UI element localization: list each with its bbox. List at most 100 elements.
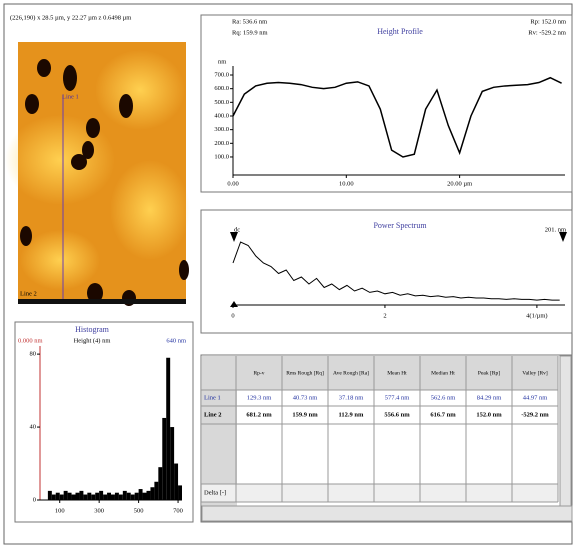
y-tick-label: 400.0 xyxy=(214,112,229,119)
column-header: Peak [Rp] xyxy=(478,370,500,376)
y-tick-label: 600.0 xyxy=(214,85,229,92)
x-tick-label: 500 xyxy=(134,507,144,514)
table-cell: 556.6 nm xyxy=(384,411,410,418)
histogram-bar xyxy=(55,492,60,500)
histogram-bar xyxy=(170,427,175,500)
left-marker: 0.000 nm xyxy=(18,337,43,344)
chart-title: Height Profile xyxy=(377,27,423,36)
histogram-bar xyxy=(178,485,182,500)
histogram-bar xyxy=(83,494,88,500)
table-cell: 37.18 nm xyxy=(339,394,364,401)
table-cell: 616.7 nm xyxy=(430,411,456,418)
table-cell: 129.3 nm xyxy=(247,394,272,401)
x-tick-label: 2 xyxy=(383,312,386,319)
histogram-bar xyxy=(75,492,80,500)
line1-label: Line 1 xyxy=(62,93,79,100)
histogram-bar xyxy=(63,490,68,500)
table-cell: 681.2 nm xyxy=(246,411,272,418)
histogram-bar xyxy=(146,490,151,500)
plots: Height Profile Ra: 536.6 nm Rq: 159.9 nm Rp… xyxy=(18,18,573,522)
column-header: Ave Rough [Ra] xyxy=(333,370,369,376)
histogram-bar xyxy=(111,494,115,500)
table-cell: 159.9 nm xyxy=(292,411,318,418)
table-cell: 112.9 nm xyxy=(339,411,365,418)
stat: Rp: 152.0 nm xyxy=(530,18,566,25)
histogram-bar xyxy=(138,489,143,500)
y-tick-label: 80 xyxy=(30,351,37,358)
histogram-bar xyxy=(134,492,139,500)
stat: Ra: 536.6 nm xyxy=(232,18,267,25)
x-tick-label: 0 xyxy=(231,312,234,319)
y-unit: nm xyxy=(218,58,226,65)
stat: Rq: 159.9 nm xyxy=(232,29,268,36)
histogram-bar xyxy=(166,357,171,500)
y-tick-label: 700.0 xyxy=(214,71,229,78)
table-cell: 44.97 nm xyxy=(523,394,548,401)
histogram-bar xyxy=(59,494,64,500)
histogram-bar xyxy=(91,494,96,500)
y-tick-label: 500.0 xyxy=(214,99,229,106)
power-spectrum-panel xyxy=(200,209,573,334)
spectrum-line xyxy=(232,241,560,301)
x-tick-label: 10.00 xyxy=(339,180,354,187)
x-label: Height (4) nm xyxy=(74,337,111,344)
table-header xyxy=(202,356,558,390)
chart-title: Power Spectrum xyxy=(373,221,427,230)
histogram-bar xyxy=(154,481,159,500)
table-cell: 562.6 nm xyxy=(431,394,456,401)
table-cell: 84.29 nm xyxy=(477,394,502,401)
footer-label: Delta [-] xyxy=(204,489,226,496)
x-tick-label: 300 xyxy=(94,507,104,514)
y-tick-label: 100.0 xyxy=(214,153,229,160)
h-scrollbar xyxy=(201,505,573,522)
table-cell: -529.2 nm xyxy=(521,411,549,418)
height-profile-panel xyxy=(200,14,573,193)
column-header: Median Ht xyxy=(431,370,455,376)
dc-label: dc xyxy=(234,226,240,233)
histogram-bar xyxy=(47,490,52,500)
histogram-bar xyxy=(67,492,72,500)
size-label: 201. nm xyxy=(545,226,566,233)
stat: Rv: -529.2 nm xyxy=(528,29,566,36)
chart-title: Histogram xyxy=(75,325,110,334)
histogram-bar xyxy=(79,490,84,500)
histogram-bar xyxy=(162,417,167,500)
x-tick-label: 20.00 µm xyxy=(447,180,472,187)
row-label: Line 1 xyxy=(204,394,221,401)
footer-row xyxy=(202,484,558,502)
table-cell: 40.73 nm xyxy=(293,394,318,401)
table-cell: 152.0 nm xyxy=(476,411,502,418)
histogram-bar xyxy=(122,490,127,500)
histogram-bar xyxy=(118,494,123,500)
histogram-bar xyxy=(158,467,163,500)
x-tick-label: 0.00 xyxy=(227,180,238,187)
row-label: Line 2 xyxy=(204,411,222,418)
x-tick-label: 4(1/µm) xyxy=(526,312,547,319)
histogram-bar xyxy=(51,494,56,500)
column-header: Mean Ht xyxy=(387,370,407,376)
y-tick-label: 0 xyxy=(33,496,36,503)
afm-image xyxy=(5,42,190,306)
line2-label: Line 2 xyxy=(20,290,37,297)
histogram-bar xyxy=(126,492,131,500)
column-header: Rms Rough [Rq] xyxy=(286,370,324,376)
histogram-bar xyxy=(130,494,135,500)
marker xyxy=(559,232,567,242)
right-marker: 640 nm xyxy=(166,337,186,344)
y-tick-label: 40 xyxy=(30,424,37,431)
table-cell: 577.4 nm xyxy=(385,394,410,401)
histogram-bar xyxy=(95,492,100,500)
histogram-bar xyxy=(99,490,104,500)
x-tick-label: 700 xyxy=(173,507,183,514)
y-tick-label: 200.0 xyxy=(214,140,229,147)
profile-line xyxy=(232,76,562,158)
histogram-bar xyxy=(87,492,92,500)
v-scrollbar xyxy=(559,355,572,507)
column-header: Valley [Rv] xyxy=(522,370,548,376)
column-header: Rp-v xyxy=(254,370,265,376)
histogram-bar xyxy=(103,494,108,500)
histogram-bar xyxy=(142,492,147,500)
x-tick-label: 100 xyxy=(55,507,65,514)
marker xyxy=(230,232,238,242)
